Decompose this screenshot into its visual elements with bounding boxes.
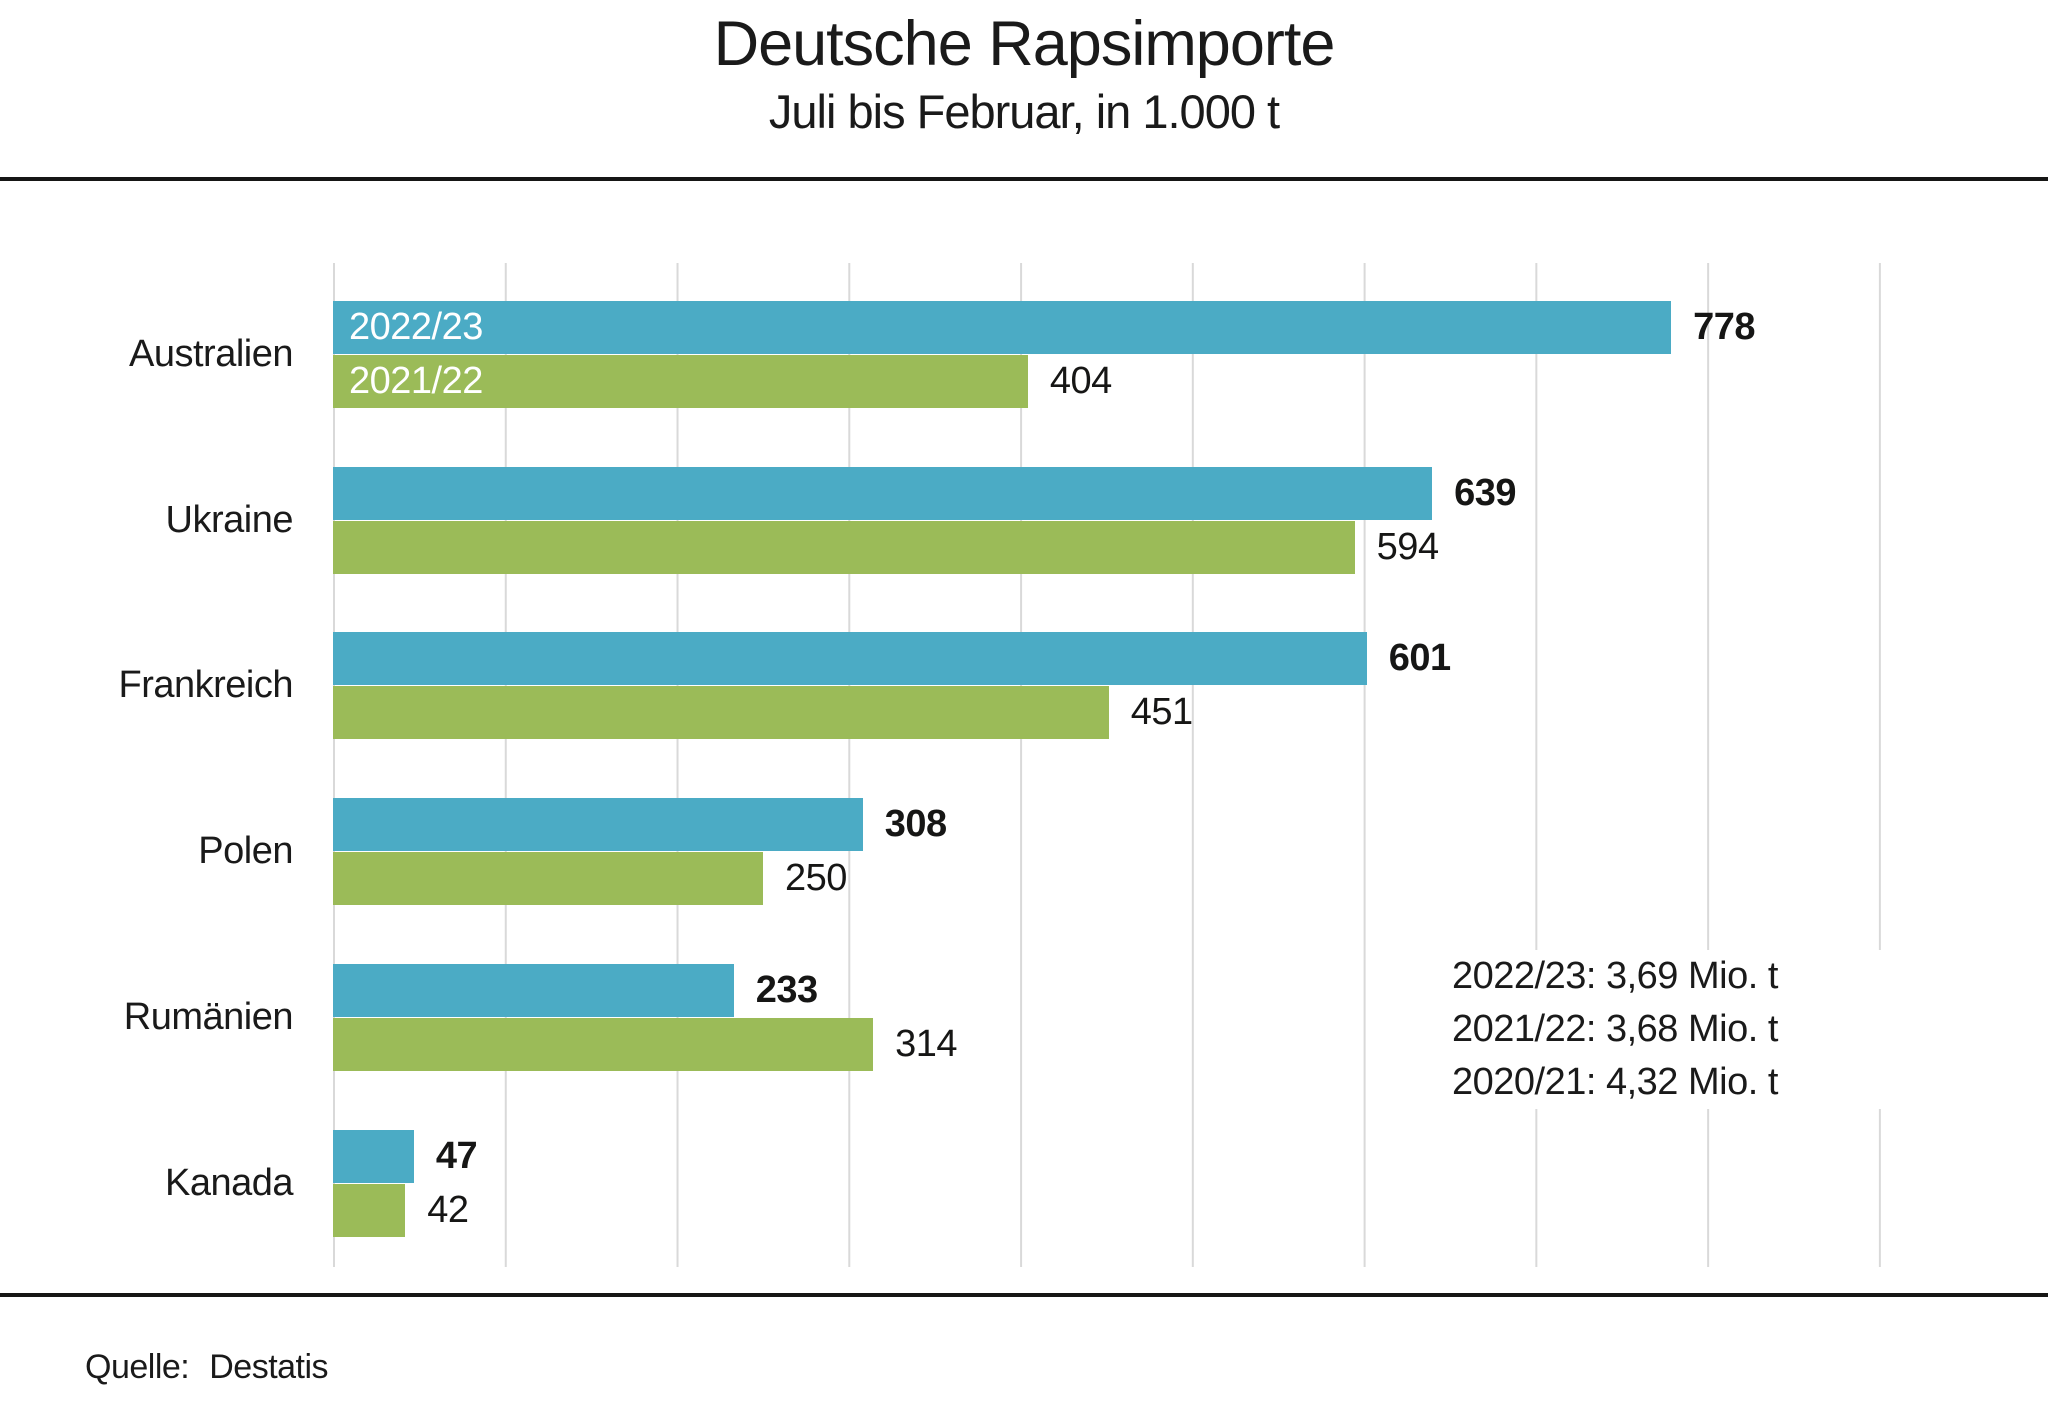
- bar-line: 2022/23 778: [333, 301, 1881, 354]
- value-label: 639: [1454, 472, 1516, 514]
- value-label: 47: [435, 1135, 478, 1177]
- bar-line: 451: [333, 686, 1881, 739]
- source-label: Quelle:: [85, 1348, 190, 1386]
- bar-2021-22-australien: 2021/22: [333, 355, 1028, 408]
- bar-2022-23-rumaenien: [333, 964, 734, 1017]
- bar-group-ukraine: 639 594: [333, 467, 1881, 574]
- bar-line: 639: [333, 467, 1881, 520]
- value-label: 594: [1376, 526, 1439, 568]
- bar-2022-23-kanada: [333, 1130, 414, 1183]
- series-label-2021-22: 2021/22: [349, 360, 483, 402]
- bar-line: 250: [333, 852, 1881, 905]
- bar-group-rumaenien: 233 314: [333, 964, 1881, 1071]
- bar-group-kanada: 47 42: [333, 1130, 1881, 1237]
- value-label: 451: [1130, 691, 1193, 733]
- bar-line: 47: [333, 1130, 1881, 1183]
- gridlines: [333, 263, 1881, 1267]
- category-label-frankreich: Frankreich: [118, 664, 294, 706]
- value-label: 314: [895, 1023, 957, 1065]
- source-note: Quelle: Destatis: [85, 1348, 329, 1387]
- value-label: 308: [884, 803, 947, 845]
- bar-2022-23-australien: 2022/23: [333, 301, 1672, 354]
- annotation-line: 2022/23: 3,69 Mio. t: [1452, 955, 1778, 997]
- value-label: 601: [1388, 637, 1451, 679]
- bar-2021-22-kanada: [333, 1184, 406, 1237]
- source-value: Destatis: [209, 1348, 329, 1386]
- category-label-rumaenien: Rumänien: [123, 996, 294, 1038]
- category-label-polen: Polen: [198, 830, 293, 872]
- bar-2021-22-rumaenien: [333, 1018, 874, 1071]
- bar-2021-22-ukraine: [333, 521, 1355, 574]
- value-label: 42: [427, 1189, 469, 1231]
- plot-area: 2022/23 778 2021/22 404 639 594: [333, 263, 1881, 1267]
- bar-group-australien: 2022/23 778 2021/22 404: [333, 301, 1881, 408]
- bar-group-polen: 308 250: [333, 798, 1881, 905]
- bar-line: 601: [333, 632, 1881, 685]
- bar-group-frankreich: 601 451: [333, 632, 1881, 739]
- bar-2022-23-frankreich: [333, 632, 1367, 685]
- series-label-2022-23: 2022/23: [349, 306, 483, 348]
- bar-line: 2021/22 404: [333, 355, 1881, 408]
- value-label: 250: [785, 857, 847, 899]
- annotation-box: 2022/23: 3,69 Mio. t 2021/22: 3,68 Mio. …: [1452, 950, 1900, 1109]
- footer-divider: [0, 1293, 2048, 1297]
- value-label: 778: [1693, 306, 1756, 348]
- category-label-ukraine: Ukraine: [165, 499, 294, 541]
- bar-line: 314: [333, 1018, 1881, 1071]
- bar-line: 233: [333, 964, 1881, 1017]
- value-label: 404: [1049, 360, 1112, 402]
- bar-line: 594: [333, 521, 1881, 574]
- bar-2022-23-polen: [333, 798, 863, 851]
- category-label-australien: Australien: [129, 333, 293, 375]
- annotation-line: 2021/22: 3,68 Mio. t: [1452, 1008, 1778, 1050]
- bar-2022-23-ukraine: [333, 467, 1433, 520]
- chart-subtitle: Juli bis Februar, in 1.000 t: [768, 85, 1280, 138]
- bar-line: 308: [333, 798, 1881, 851]
- category-label-kanada: Kanada: [164, 1162, 294, 1204]
- bar-2021-22-polen: [333, 852, 763, 905]
- bar-line: 42: [333, 1184, 1881, 1237]
- chart-title: Deutsche Rapsimporte: [713, 9, 1336, 79]
- bar-2021-22-frankreich: [333, 686, 1109, 739]
- value-label: 233: [755, 969, 818, 1011]
- header-divider: [0, 177, 2048, 181]
- annotation-line: 2020/21: 4,32 Mio. t: [1452, 1061, 1778, 1103]
